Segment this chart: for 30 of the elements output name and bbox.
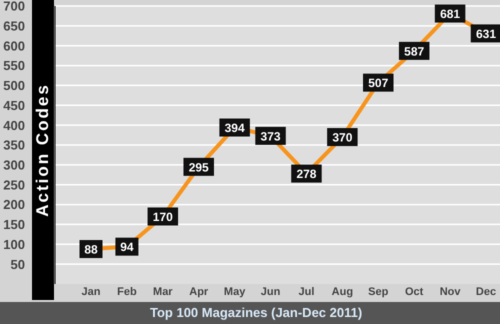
y-tick-label: 550 (3, 58, 25, 74)
x-tick-label: Jul (298, 286, 314, 298)
x-tick-label: Nov (440, 286, 462, 298)
x-tick-label: Feb (117, 286, 137, 298)
y-tick-label: 250 (3, 177, 25, 192)
x-tick-label: Jun (260, 286, 281, 298)
x-tick-label: Apr (189, 286, 209, 298)
y-tick-label: 400 (3, 118, 25, 133)
y-tick-label: 150 (3, 217, 25, 232)
x-tick-label: Dec (476, 286, 496, 298)
x-tick-label: Sep (368, 286, 389, 298)
y-tick-label: 700 (3, 0, 25, 14)
y-tick-label: 450 (3, 98, 25, 113)
y-tick-label: 300 (3, 157, 25, 172)
data-label: 88 (84, 242, 98, 257)
data-label: 94 (120, 240, 134, 254)
y-tick-label: 650 (3, 18, 25, 34)
y-axis-title: Action Codes (33, 83, 53, 217)
x-tick-label: May (224, 286, 246, 298)
x-tick-label: Aug (332, 286, 354, 298)
y-tick-label: 100 (3, 236, 25, 252)
x-tick-label: Oct (405, 286, 424, 298)
y-tick-label: 350 (3, 138, 25, 153)
x-tick-label: Jan (82, 286, 101, 298)
y-tick-label: 200 (3, 197, 25, 212)
y-tick-label: 500 (3, 78, 25, 94)
y-tick-label: 600 (3, 38, 25, 54)
y-tick-label: 50 (10, 256, 25, 272)
text: Top 100 Magazines (Jan-Dec 2011) (150, 305, 362, 320)
x-tick-label: Mar (153, 286, 174, 298)
